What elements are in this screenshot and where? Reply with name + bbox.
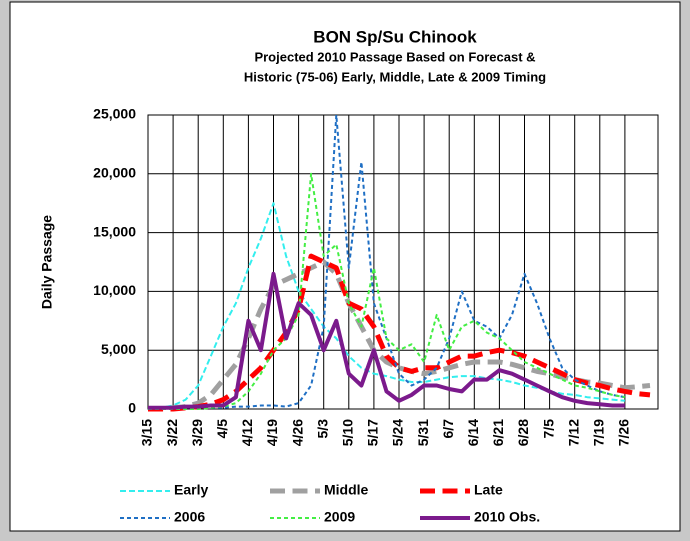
y-tick-label: 20,000 (93, 165, 136, 181)
legend-label: Early (174, 482, 208, 498)
series-line (148, 172, 626, 410)
x-tick-label: 4/5 (214, 419, 230, 439)
plot-border (147, 114, 659, 410)
x-tick-label: 4/26 (289, 419, 305, 446)
x-tick-label: 5/17 (365, 419, 381, 446)
chart-area (9, 1, 681, 532)
x-tick-label: 5/24 (390, 419, 406, 446)
y-tick-label: 25,000 (93, 106, 136, 122)
x-tick-label: 6/14 (465, 419, 481, 446)
y-tick-label: 15,000 (93, 223, 136, 239)
x-tick-label: 6/7 (440, 419, 456, 439)
x-tick-label: 5/3 (314, 419, 330, 439)
x-tick-label: 5/10 (340, 419, 356, 446)
series-line (148, 253, 651, 412)
x-tick-label: 6/28 (515, 419, 531, 446)
y-tick-label: 5,000 (101, 341, 136, 357)
chart-subtitle: Historic (75-06) Early, Middle, Late & 2… (244, 69, 546, 84)
x-tick-label: 5/31 (415, 419, 431, 446)
legend-label: 2009 (324, 509, 355, 525)
series-line (148, 259, 651, 412)
x-tick-label: 7/5 (540, 419, 556, 439)
series-line (148, 271, 625, 410)
x-tick-label: 3/22 (164, 419, 180, 446)
chart-subtitle: Projected 2010 Passage Based on Forecast… (254, 49, 535, 64)
legend-label: 2006 (174, 509, 205, 525)
legend-label: Late (474, 482, 503, 498)
chart-title: BON Sp/Su Chinook (313, 27, 477, 46)
x-tick-label: 7/19 (591, 419, 607, 446)
x-tick-label: 3/15 (139, 419, 155, 446)
y-tick-label: 0 (128, 400, 136, 416)
x-tick-label: 4/12 (239, 419, 255, 446)
y-tick-label: 10,000 (93, 282, 136, 298)
x-tick-label: 6/21 (490, 419, 506, 446)
x-tick-label: 4/19 (264, 419, 280, 446)
legend-label: Middle (324, 482, 369, 498)
x-tick-label: 3/29 (189, 419, 205, 446)
y-axis-label: Daily Passage (39, 215, 55, 309)
x-tick-label: 7/12 (565, 419, 581, 446)
x-tick-label: 7/26 (616, 419, 632, 446)
legend-label: 2010 Obs. (474, 509, 540, 525)
